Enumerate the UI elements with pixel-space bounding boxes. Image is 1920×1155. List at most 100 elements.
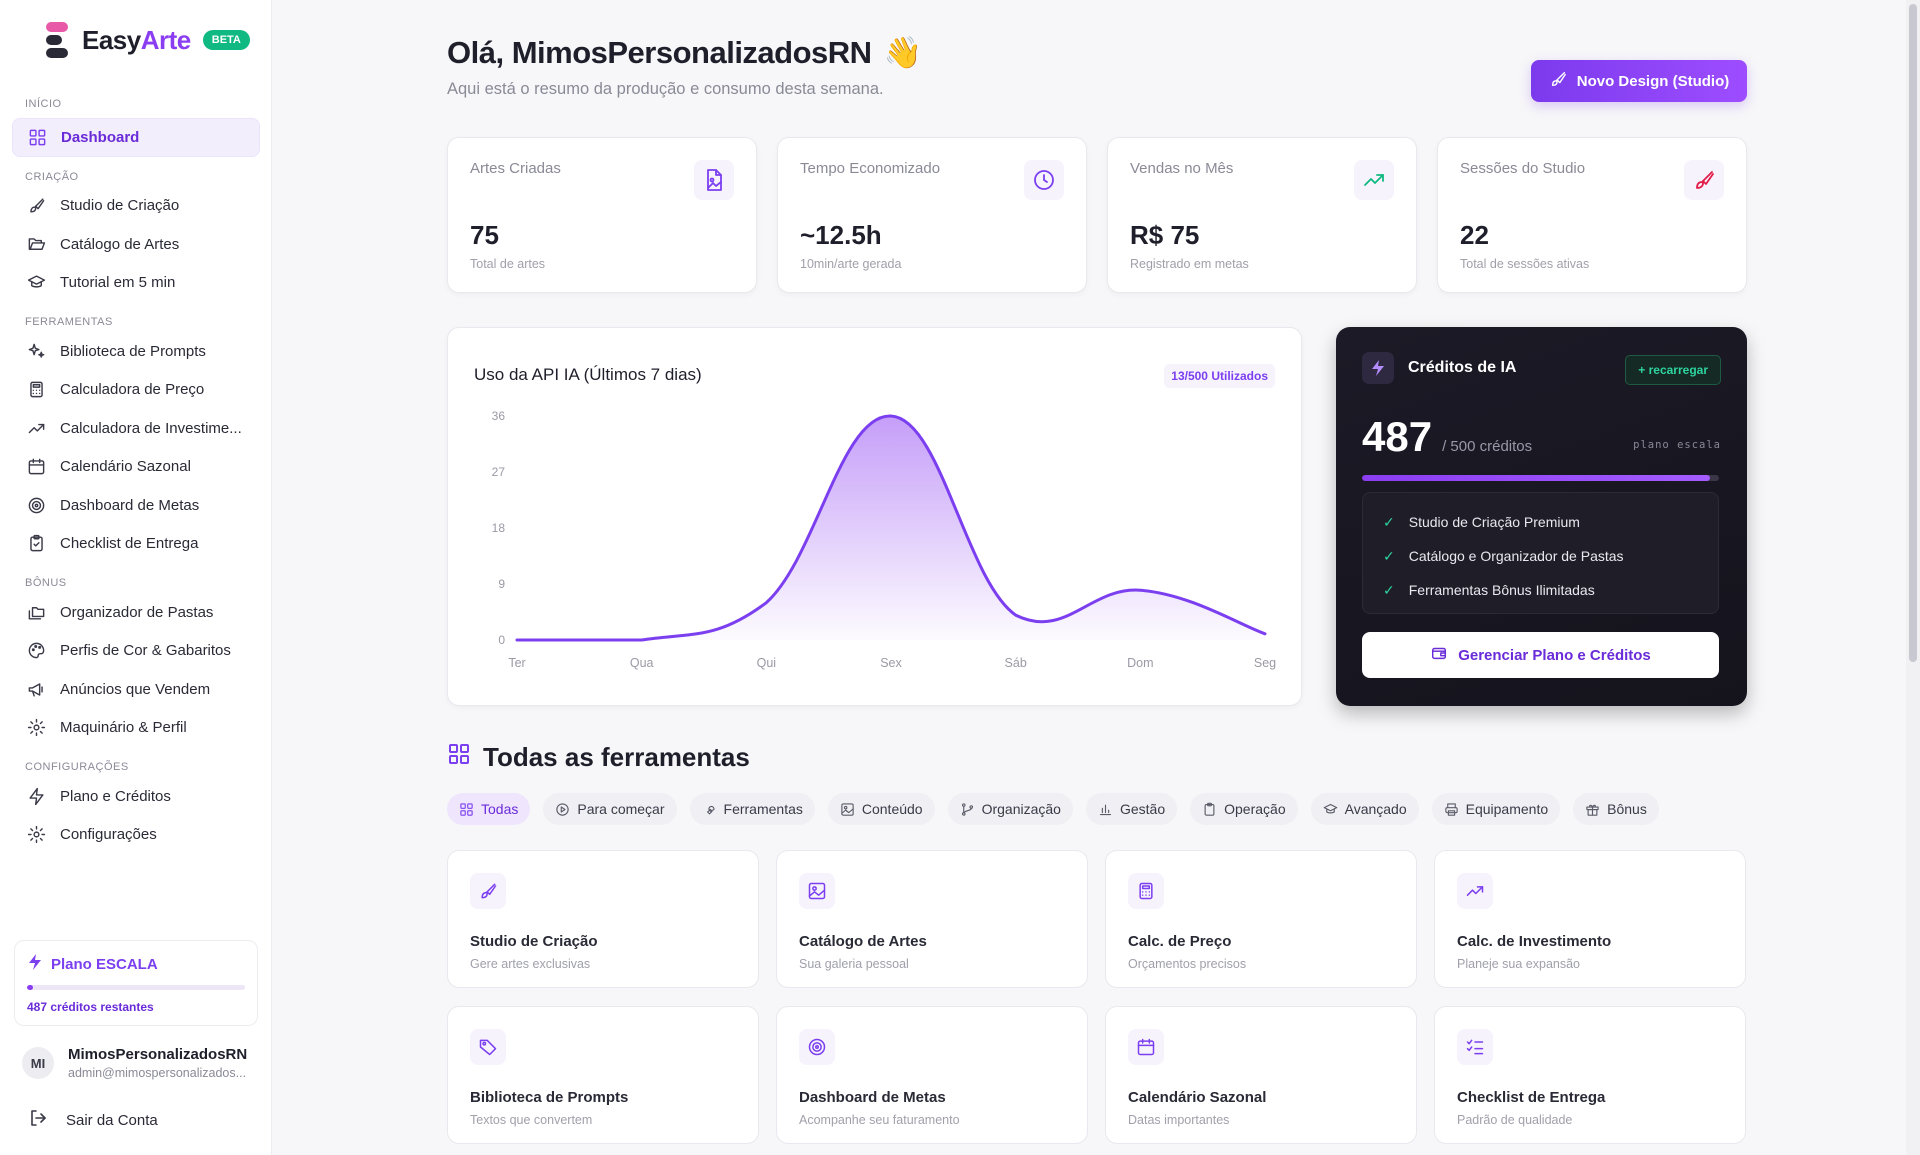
- x-tick-label: Seg: [1254, 656, 1276, 670]
- credits-title: Créditos de IA: [1408, 359, 1517, 376]
- filter-chip-todas[interactable]: Todas: [447, 793, 531, 825]
- trending-up-icon: [1354, 160, 1394, 200]
- tool-name: Biblioteca de Prompts: [470, 1089, 629, 1106]
- usage-line: [515, 414, 1267, 642]
- recharge-button[interactable]: + recarregar: [1625, 355, 1721, 385]
- filter-label: Para começar: [577, 801, 665, 817]
- credits-progress-bar: [1362, 475, 1719, 481]
- tool-name: Studio de Criação: [470, 933, 598, 950]
- sidebar-item-label: Studio de Criação: [60, 197, 180, 215]
- page-title: Olá, MimosPersonalizadosRN 👋: [447, 34, 922, 71]
- sidebar-item-calculadora-de-preco[interactable]: Calculadora de Preço: [12, 371, 260, 410]
- sidebar-item-calendario-sazonal[interactable]: Calendário Sazonal: [12, 448, 260, 487]
- sidebar-item-checklist-de-entrega[interactable]: Checklist de Entrega: [12, 525, 260, 564]
- tool-card[interactable]: Calendário Sazonal Datas importantes: [1105, 1006, 1417, 1144]
- tool-desc: Textos que convertem: [470, 1113, 593, 1127]
- target-icon: [26, 495, 46, 515]
- image-icon: [799, 873, 835, 909]
- sidebar-item-anuncios-que-vendem[interactable]: Anúncios que Vendem: [12, 670, 260, 709]
- stat-label: Sessões do Studio: [1460, 160, 1586, 177]
- clipboard-check-icon: [26, 534, 46, 554]
- tag-icon: [470, 1029, 506, 1065]
- tool-card[interactable]: Checklist de Entrega Padrão de qualidade: [1434, 1006, 1746, 1144]
- tool-name: Catálogo de Artes: [799, 933, 927, 950]
- y-tick-label: 18: [492, 521, 506, 535]
- sidebar-item-label: Checklist de Entrega: [60, 535, 199, 553]
- scrollbar[interactable]: [1906, 0, 1920, 1155]
- gift-icon: [1585, 802, 1600, 817]
- sidebar-item-biblioteca-de-prompts[interactable]: Biblioteca de Prompts: [12, 332, 260, 371]
- usage-badge: 13/500 Utilizados: [1164, 364, 1275, 388]
- sidebar-item-configuracoes[interactable]: Configurações: [12, 816, 260, 855]
- nav-section-title: CRIAÇÃO: [25, 170, 79, 183]
- tool-card[interactable]: Dashboard de Metas Acompanhe seu faturam…: [776, 1006, 1088, 1144]
- filter-chip-avancado[interactable]: Avançado: [1310, 793, 1419, 825]
- filter-chip-conteudo[interactable]: Conteúdo: [827, 793, 935, 825]
- tools-section-title: Todas as ferramentas: [447, 742, 750, 773]
- plan-feature: ✓ Ferramentas Bônus Ilimitadas: [1383, 573, 1698, 607]
- tool-card[interactable]: Calc. de Preço Orçamentos precisos: [1105, 850, 1417, 988]
- filter-chip-equipamento[interactable]: Equipamento: [1431, 793, 1561, 825]
- tool-name: Calendário Sazonal: [1128, 1089, 1267, 1106]
- tool-card[interactable]: Biblioteca de Prompts Textos que convert…: [447, 1006, 759, 1144]
- sidebar-item-dashboard-de-metas[interactable]: Dashboard de Metas: [12, 486, 260, 525]
- filter-chip-para-comecar[interactable]: Para começar: [543, 793, 677, 825]
- filter-label: Conteúdo: [861, 801, 923, 817]
- sidebar-item-tutorial-em-5-min[interactable]: Tutorial em 5 min: [12, 264, 260, 303]
- play-circle-icon: [555, 802, 570, 817]
- stat-card: Tempo Economizado ~12.5h 10min/arte gera…: [777, 137, 1087, 293]
- chart-title: Uso da API IA (Últimos 7 dias): [474, 365, 702, 384]
- y-tick-label: 0: [498, 633, 505, 647]
- user-email: admin@mimospersonalizados...: [68, 1066, 247, 1080]
- sidebar-item-calculadora-de-investime[interactable]: Calculadora de Investime...: [12, 409, 260, 448]
- tool-desc: Padrão de qualidade: [1457, 1113, 1573, 1127]
- tool-card[interactable]: Calc. de Investimento Planeje sua expans…: [1434, 850, 1746, 988]
- sidebar-item-label: Biblioteca de Prompts: [60, 342, 206, 360]
- scrollbar-thumb[interactable]: [1909, 4, 1917, 662]
- tool-card[interactable]: Studio de Criação Gere artes exclusivas: [447, 850, 759, 988]
- sidebar-item-catalogo-de-artes[interactable]: Catálogo de Artes: [12, 225, 260, 264]
- gear-icon: [26, 718, 46, 738]
- logout-button[interactable]: Sair da Conta: [28, 1108, 158, 1132]
- sidebar-item-maquinario-perfil[interactable]: Maquinário & Perfil: [12, 709, 260, 748]
- api-usage-chart: 0 9 18 27 36 Ter Qua Qui Sex Sáb Dom Seg: [492, 409, 1277, 670]
- tool-desc: Planeje sua expansão: [1457, 957, 1581, 971]
- user-name: MimosPersonalizadosRN: [68, 1046, 248, 1063]
- sidebar-item-perfis-de-cor-gabaritos[interactable]: Perfis de Cor & Gabaritos: [12, 632, 260, 671]
- brand-name: EasyArte: [82, 24, 191, 55]
- filter-chip-organizacao[interactable]: Organização: [947, 793, 1073, 825]
- calendar-icon: [1128, 1029, 1164, 1065]
- filter-label: Avançado: [1344, 801, 1407, 817]
- check-icon: ✓: [1383, 513, 1395, 530]
- x-tick-label: Qua: [630, 656, 654, 670]
- filter-chip-gestao[interactable]: Gestão: [1085, 793, 1178, 825]
- brush-icon: [470, 873, 506, 909]
- manage-plan-button[interactable]: Gerenciar Plano e Créditos: [1362, 632, 1719, 678]
- filter-chip-ferramentas[interactable]: Ferramentas: [689, 793, 815, 825]
- clipboard-icon: [1202, 802, 1217, 817]
- filter-chip-operacao[interactable]: Operação: [1190, 793, 1298, 825]
- user-profile[interactable]: MI MimosPersonalizadosRN admin@mimospers…: [22, 1046, 254, 1080]
- new-design-button[interactable]: Novo Design (Studio): [1531, 60, 1747, 102]
- calendar-icon: [26, 457, 46, 477]
- sidebar-item-label: Calendário Sazonal: [60, 458, 191, 476]
- stat-value: ~12.5h: [800, 220, 882, 250]
- filter-label: Equipamento: [1465, 801, 1549, 817]
- bolt-icon: [1362, 352, 1394, 384]
- plan-features-list: ✓ Studio de Criação Premium ✓ Catálogo e Or…: [1362, 492, 1719, 614]
- plan-feature: ✓ Catálogo e Organizador de Pastas: [1383, 539, 1698, 573]
- tool-card[interactable]: Catálogo de Artes Sua galeria pessoal: [776, 850, 1088, 988]
- check-icon: ✓: [1383, 547, 1395, 564]
- sidebar-item-dashboard[interactable]: Dashboard: [12, 118, 260, 157]
- wallet-icon: [1430, 644, 1448, 666]
- trending-up-icon: [1457, 873, 1493, 909]
- folder-open-icon: [26, 234, 46, 254]
- brand-logo[interactable]: EasyArte BETA: [44, 20, 250, 60]
- clock-icon: [1024, 160, 1064, 200]
- sidebar-item-organizador-de-pastas[interactable]: Organizador de Pastas: [12, 593, 260, 632]
- plan-card[interactable]: Plano ESCALA 487 créditos restantes: [14, 940, 258, 1026]
- sidebar-item-studio-de-criacao[interactable]: Studio de Criação: [12, 187, 260, 226]
- grid-icon: [447, 742, 471, 773]
- sidebar-item-plano-e-creditos[interactable]: Plano e Créditos: [12, 777, 260, 816]
- filter-chip-bonus[interactable]: Bônus: [1573, 793, 1659, 825]
